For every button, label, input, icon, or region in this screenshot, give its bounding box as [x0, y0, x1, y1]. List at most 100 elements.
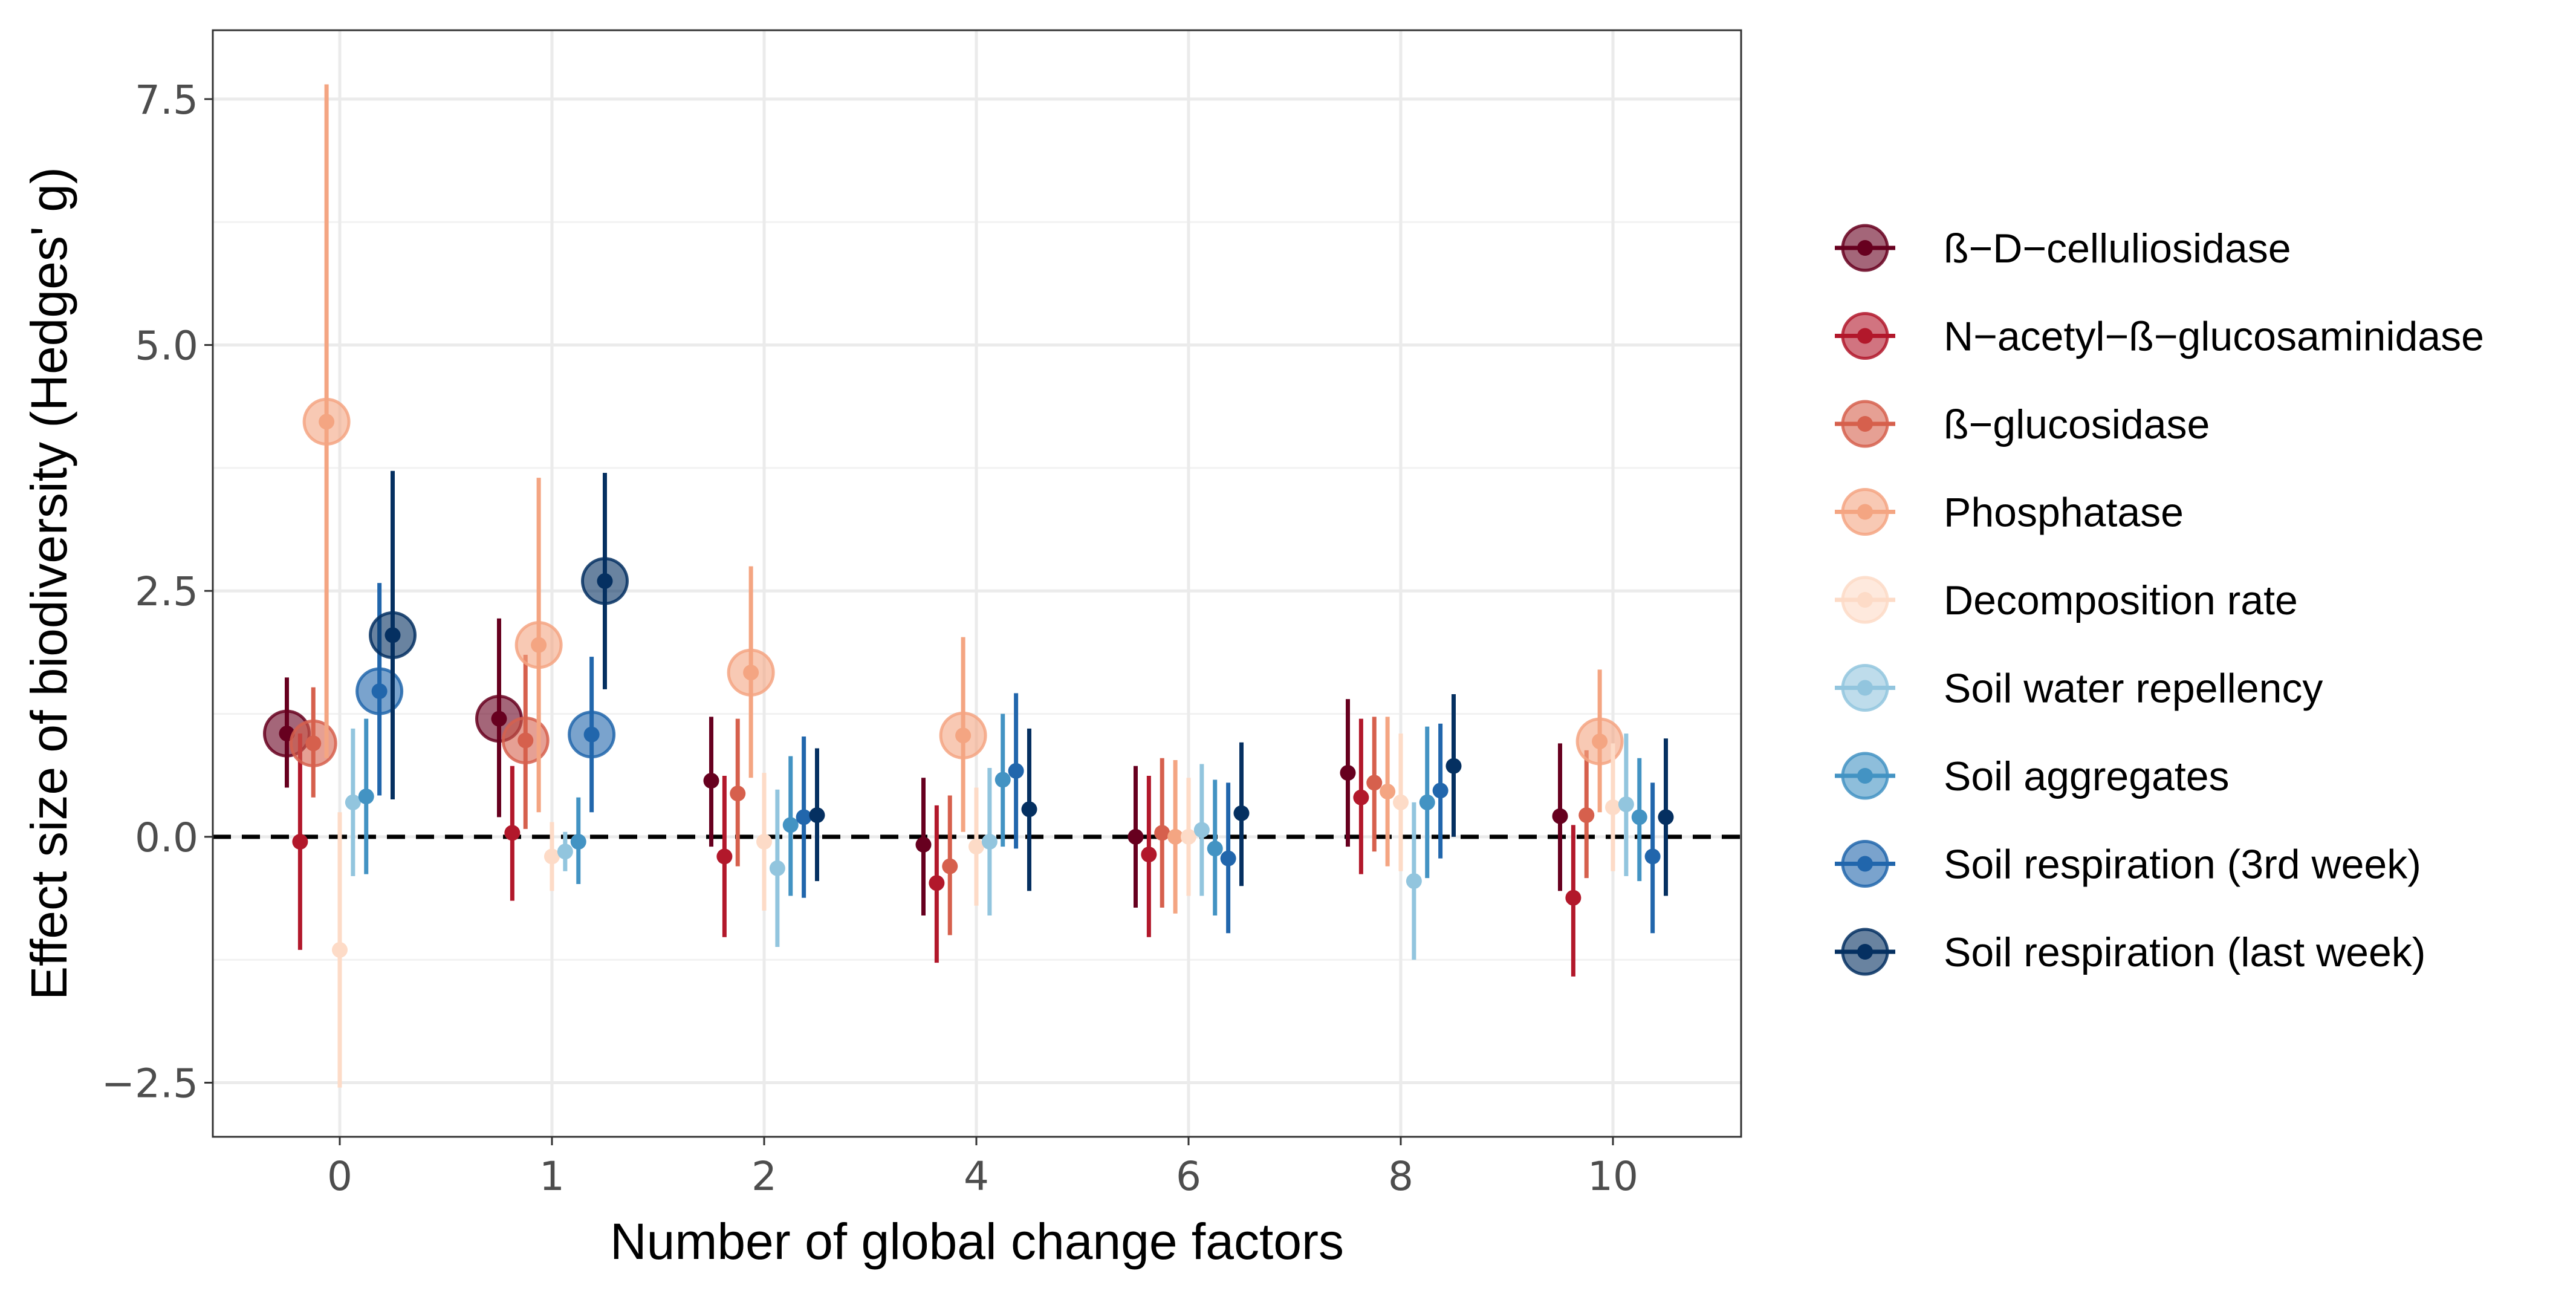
- data-point: [981, 834, 998, 850]
- data-point: [769, 860, 785, 876]
- series-layer: [263, 84, 1674, 1088]
- data-point: [1631, 809, 1647, 825]
- legend-label: ß−glucosidase: [1944, 402, 2210, 447]
- legend-key-point: [1857, 944, 1873, 960]
- x-tick-label: 6: [1176, 1153, 1201, 1200]
- data-point: [730, 785, 746, 802]
- legend-label: ß−D−celluliosidase: [1944, 226, 2291, 272]
- data-point: [1233, 805, 1250, 821]
- data-point: [915, 836, 932, 853]
- data-point: [1167, 828, 1184, 845]
- data-point: [570, 834, 586, 850]
- data-point: [1432, 782, 1449, 799]
- data-point: [1008, 763, 1024, 779]
- data-point: [1181, 828, 1196, 845]
- data-point: [1021, 801, 1037, 818]
- y-tick-label: 5.0: [135, 323, 198, 369]
- series-group: [292, 718, 1582, 977]
- y-axis-title: Effect size of biodiversity (Hedges' g): [21, 167, 77, 1000]
- data-point: [345, 794, 361, 810]
- data-point: [358, 789, 374, 805]
- data-point: [716, 848, 733, 865]
- y-tick-label: 2.5: [135, 568, 198, 615]
- legend-item: N−acetyl−ß−glucosaminidase: [1835, 312, 2484, 360]
- x-axis: 0 1 2 4 6 8 10: [327, 1137, 1638, 1200]
- legend-label: N−acetyl−ß−glucosaminidase: [1944, 314, 2484, 360]
- data-point: [491, 711, 507, 727]
- data-point: [796, 809, 812, 825]
- data-point: [371, 683, 388, 700]
- legend-key-point: [1857, 856, 1873, 872]
- data-point: [1353, 789, 1369, 805]
- data-point: [1380, 784, 1396, 800]
- legend-item: Phosphatase: [1835, 488, 2184, 536]
- series-group: [345, 728, 1634, 960]
- data-point: [703, 773, 719, 789]
- data-point: [743, 665, 759, 681]
- data-point: [504, 825, 521, 841]
- data-point: [557, 844, 573, 860]
- series-group: [369, 470, 1674, 896]
- data-point: [332, 941, 348, 958]
- data-point: [1419, 794, 1435, 810]
- data-point: [544, 848, 560, 865]
- y-tick-label: 7.5: [135, 77, 198, 123]
- data-point: [292, 834, 308, 850]
- data-point: [517, 732, 534, 749]
- data-point: [942, 858, 958, 874]
- legend: ß−D−celluliosidase N−acetyl−ß−glucosamini…: [1835, 224, 2484, 976]
- x-tick-label: 1: [539, 1153, 565, 1200]
- x-tick-label: 10: [1588, 1153, 1638, 1200]
- x-tick-label: 2: [751, 1153, 777, 1200]
- y-axis: −2.5 0.0 2.5 5.0 7.5: [102, 77, 213, 1107]
- legend-label: Soil respiration (3rd week): [1944, 842, 2421, 888]
- legend-item: ß−D−celluliosidase: [1835, 224, 2291, 272]
- data-point: [1340, 765, 1356, 781]
- data-point: [1193, 822, 1210, 838]
- legend-key-point: [1857, 680, 1873, 696]
- legend-key-point: [1857, 768, 1873, 784]
- legend-label: Decomposition rate: [1944, 577, 2298, 623]
- data-point: [1618, 796, 1634, 813]
- legend-key-point: [1857, 328, 1873, 344]
- data-point: [1578, 807, 1595, 824]
- data-point: [1592, 733, 1608, 750]
- legend-key-point: [1857, 592, 1873, 608]
- legend-label: Phosphatase: [1944, 490, 2184, 536]
- legend-item: Soil aggregates: [1835, 752, 2230, 800]
- data-point: [1141, 847, 1157, 863]
- legend-label: Soil respiration (last week): [1944, 929, 2425, 975]
- y-tick-label: −2.5: [102, 1061, 198, 1107]
- data-point: [1366, 775, 1383, 791]
- data-point: [1393, 794, 1409, 810]
- data-point: [531, 637, 547, 653]
- data-point: [1552, 808, 1568, 824]
- x-tick-label: 0: [327, 1153, 352, 1200]
- x-tick-label: 4: [964, 1153, 989, 1200]
- data-point: [384, 627, 401, 643]
- legend-item: ß−glucosidase: [1835, 400, 2210, 448]
- data-point: [1445, 758, 1462, 774]
- data-point: [1127, 828, 1144, 845]
- legend-key-point: [1857, 504, 1873, 520]
- major-gridlines: [213, 30, 1741, 1137]
- series-group: [332, 733, 1621, 1088]
- data-point: [968, 839, 984, 855]
- data-point: [756, 834, 772, 850]
- data-point: [597, 573, 613, 589]
- data-point: [782, 817, 799, 833]
- legend-label: Soil aggregates: [1944, 753, 2230, 799]
- legend-label: Soil water repellency: [1944, 666, 2323, 712]
- data-point: [809, 807, 825, 824]
- data-point: [1658, 809, 1674, 825]
- x-tick-label: 8: [1388, 1153, 1413, 1200]
- plot-panel: [212, 29, 1742, 1138]
- data-point: [305, 735, 322, 752]
- data-point: [1154, 825, 1170, 841]
- data-point: [1406, 873, 1422, 889]
- series-group: [302, 84, 1624, 914]
- x-axis-title: Number of global change factors: [610, 1213, 1344, 1270]
- legend-key-point: [1857, 416, 1873, 432]
